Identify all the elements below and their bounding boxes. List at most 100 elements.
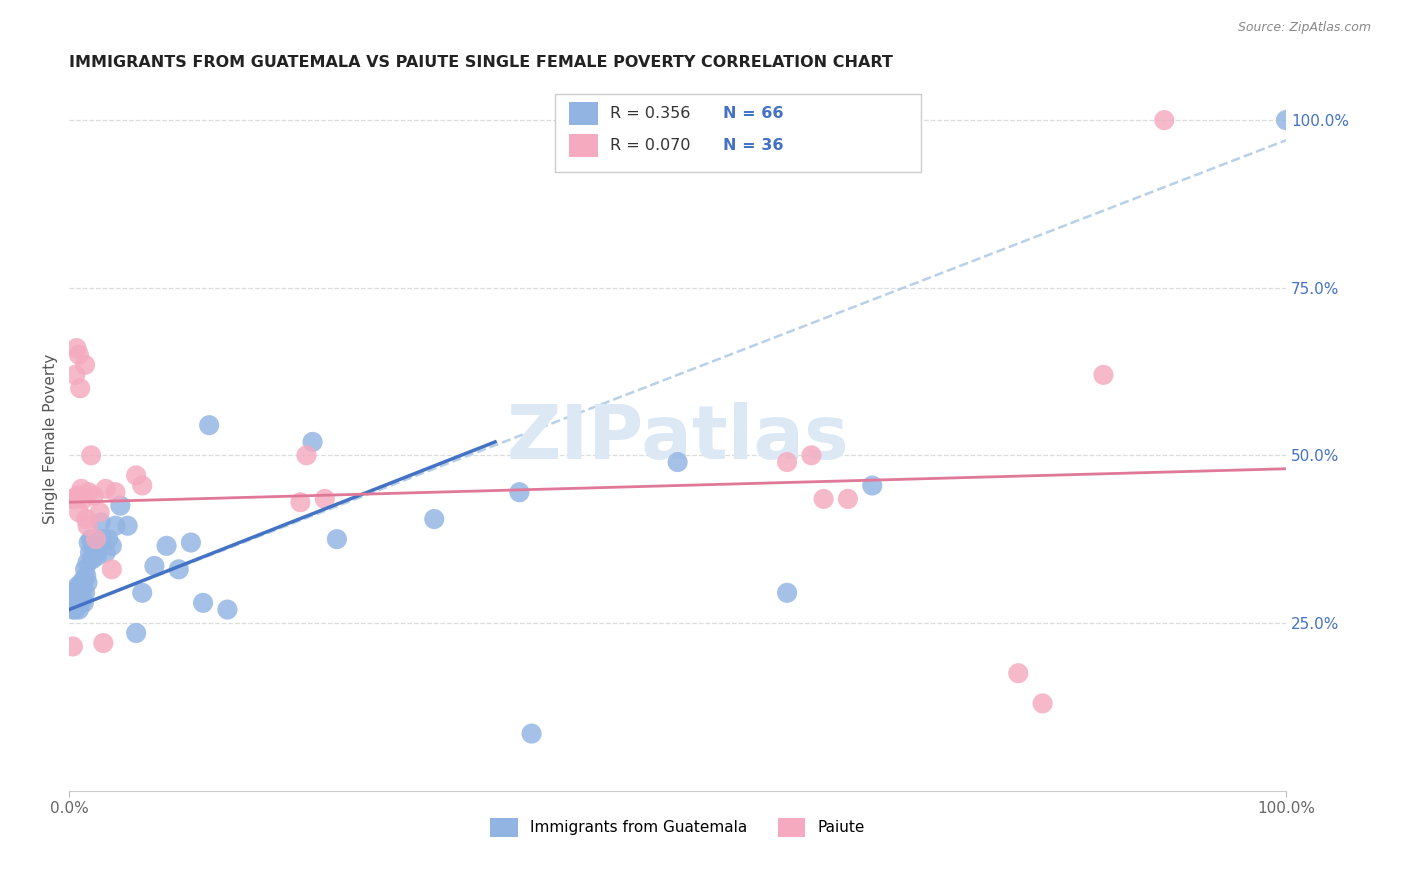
- Point: [860, 478, 883, 492]
- Point: [217, 602, 239, 616]
- Point: [69, 381, 91, 395]
- Point: [60, 491, 83, 506]
- Point: [143, 558, 166, 573]
- Point: [66, 489, 89, 503]
- Point: [1092, 368, 1115, 382]
- Point: [191, 596, 214, 610]
- Point: [60, 599, 83, 614]
- Point: [837, 491, 859, 506]
- Point: [66, 579, 89, 593]
- Point: [80, 532, 103, 546]
- Point: [80, 448, 103, 462]
- Point: [62, 596, 84, 610]
- Point: [65, 368, 87, 382]
- Text: N = 66: N = 66: [723, 106, 783, 120]
- Point: [65, 602, 87, 616]
- Point: [67, 596, 90, 610]
- Text: R = 0.356: R = 0.356: [610, 106, 690, 120]
- Point: [66, 599, 89, 614]
- Point: [508, 485, 530, 500]
- Point: [76, 518, 98, 533]
- Point: [314, 491, 336, 506]
- Point: [117, 518, 139, 533]
- Point: [67, 348, 90, 362]
- Point: [84, 545, 107, 559]
- Point: [73, 573, 96, 587]
- Point: [73, 586, 96, 600]
- Y-axis label: Single Female Poverty: Single Female Poverty: [44, 353, 58, 524]
- Point: [82, 552, 104, 566]
- Point: [75, 569, 97, 583]
- Point: [290, 495, 312, 509]
- Point: [76, 556, 98, 570]
- Text: Source: ZipAtlas.com: Source: ZipAtlas.com: [1237, 21, 1371, 34]
- Point: [94, 545, 117, 559]
- Point: [91, 532, 114, 546]
- Point: [101, 562, 124, 576]
- Point: [70, 482, 93, 496]
- Point: [89, 505, 111, 519]
- Point: [1007, 666, 1029, 681]
- Point: [70, 575, 93, 590]
- Point: [776, 455, 799, 469]
- Point: [104, 518, 127, 533]
- Point: [423, 512, 446, 526]
- Point: [62, 640, 84, 654]
- Point: [76, 575, 98, 590]
- Point: [75, 512, 97, 526]
- Point: [94, 482, 117, 496]
- Point: [72, 592, 94, 607]
- Point: [73, 596, 96, 610]
- Text: N = 36: N = 36: [723, 138, 783, 153]
- Point: [520, 726, 543, 740]
- Point: [66, 592, 89, 607]
- Point: [326, 532, 349, 546]
- Point: [295, 448, 318, 462]
- Point: [125, 468, 148, 483]
- Point: [83, 532, 105, 546]
- Point: [65, 596, 87, 610]
- Point: [301, 434, 323, 449]
- Point: [67, 589, 90, 603]
- Point: [72, 579, 94, 593]
- Point: [155, 539, 177, 553]
- Point: [63, 491, 86, 506]
- Point: [180, 535, 202, 549]
- Point: [666, 455, 689, 469]
- Point: [65, 586, 87, 600]
- Point: [79, 545, 101, 559]
- Point: [1032, 697, 1054, 711]
- Point: [62, 602, 84, 616]
- Point: [101, 539, 124, 553]
- Point: [65, 582, 87, 597]
- Point: [110, 499, 132, 513]
- Point: [73, 491, 96, 506]
- Point: [776, 586, 799, 600]
- Point: [84, 532, 107, 546]
- Point: [198, 418, 221, 433]
- Point: [90, 516, 112, 530]
- Point: [167, 562, 190, 576]
- Point: [70, 586, 93, 600]
- Point: [63, 599, 86, 614]
- Point: [70, 592, 93, 607]
- Point: [69, 592, 91, 607]
- Point: [89, 535, 111, 549]
- Legend: Immigrants from Guatemala, Paiute: Immigrants from Guatemala, Paiute: [484, 812, 872, 843]
- Point: [91, 636, 114, 650]
- Point: [63, 592, 86, 607]
- Point: [97, 532, 120, 546]
- Point: [65, 341, 87, 355]
- Point: [69, 582, 91, 597]
- Point: [86, 549, 108, 563]
- Text: IMMIGRANTS FROM GUATEMALA VS PAIUTE SINGLE FEMALE POVERTY CORRELATION CHART: IMMIGRANTS FROM GUATEMALA VS PAIUTE SING…: [69, 55, 893, 70]
- Point: [73, 562, 96, 576]
- Point: [131, 478, 153, 492]
- Point: [83, 489, 105, 503]
- Point: [813, 491, 835, 506]
- Point: [800, 448, 823, 462]
- Point: [1275, 113, 1298, 128]
- Point: [77, 485, 100, 500]
- Point: [1153, 113, 1175, 128]
- Point: [77, 535, 100, 549]
